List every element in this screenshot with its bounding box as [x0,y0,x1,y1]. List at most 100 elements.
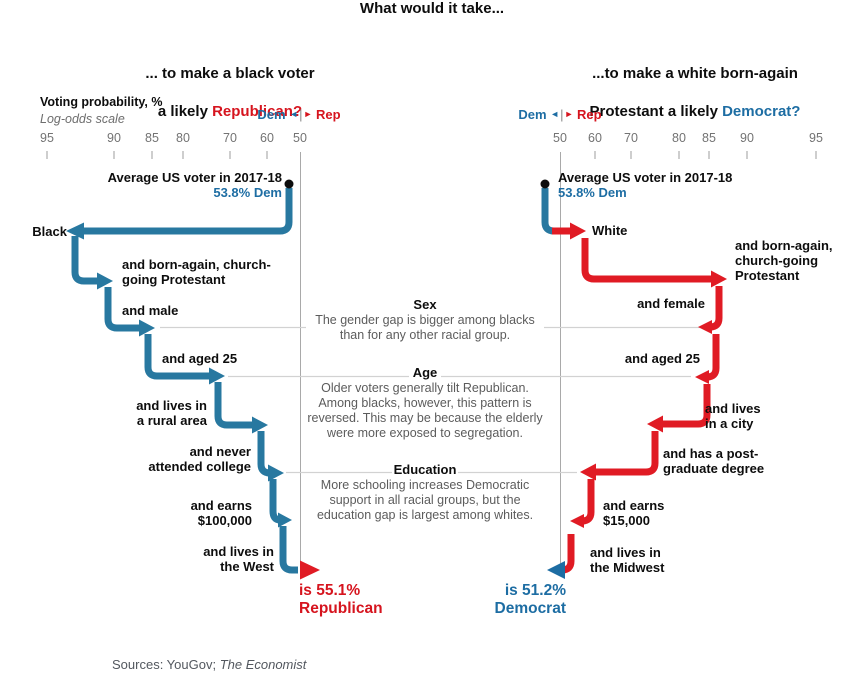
left-result-line2: Republican [299,599,383,617]
legend-rep-label2: Rep [577,107,602,122]
chart-title: What would it take... [359,0,505,17]
annotation-education-heading: Education [393,462,457,477]
arrowhead-left-earns15k [570,514,584,528]
right-step-label-midwest: and lives in the Midwest [590,545,665,575]
rep-triangle-icon2: ► [564,109,574,119]
left-step-male-path [104,287,140,332]
arrowhead-right-earns [278,512,292,528]
right-panel-arrow-path [552,227,723,574]
arrowhead-right-male [139,319,155,337]
left-step-label-male: and male [122,303,179,318]
right-result-label: is 51.2% Democrat [406,582,567,617]
left-start-text: Average US voter in 2017-18 [107,170,282,185]
annotation-age-body: Older voters generally tilt Republican. … [307,381,543,440]
arrowhead-left-black [66,222,84,240]
dem-rep-legend-left: Dem ◄|► Rep [219,107,379,122]
tick-right-90: 90 [740,131,754,145]
arrowhead-right-rural [252,416,268,434]
right-start-blue-segment [541,188,555,235]
right-panel-question: ...to make a white born-again Protestant… [545,45,845,121]
tick-left-80: 80 [176,131,190,145]
sources-line: Sources: YouGov; The Economist [112,657,306,672]
tick-right-85: 85 [702,131,716,145]
right-question-line1: ...to make a white born-again [592,65,798,82]
left-step-label-black: Black [32,224,67,239]
tick-right-80: 80 [672,131,686,145]
arrowhead-left-aged25 [695,370,709,384]
left-step-label-earns: and earns $100,000 [190,498,252,528]
annotation-education: Education More schooling increases Democ… [290,462,560,523]
tick-right-60: 60 [588,131,602,145]
right-panel-arrowheads [570,222,727,528]
dem-rep-legend-right: Dem ◄|► Rep [480,107,640,122]
axis-tick-marks [46,151,817,159]
annotation-education-body: More schooling increases Democratic supp… [316,478,534,522]
sources-prefix: Sources: YouGov; [112,657,220,672]
arrowhead-right-white [570,222,586,240]
legend-dem-label: Dem [257,107,286,122]
annotation-sex: Sex The gender gap is bigger among black… [290,297,560,343]
arrowhead-right-protestant2 [711,270,727,288]
dem-triangle-icon2: ◄ [550,109,560,119]
arrowhead-final-republican [300,560,320,580]
tick-left-70: 70 [223,131,237,145]
legend-divider2: | [560,107,564,122]
arrowhead-right-protestant [97,272,113,290]
right-step-postgrad-path [595,431,659,476]
arrowhead-right-aged25 [209,367,225,385]
right-question-highlight: Democrat? [722,103,801,120]
annotation-sex-body: The gender gap is bigger among blacks th… [315,313,535,342]
tick-right-50: 50 [553,131,567,145]
left-step-label-protestant: and born-again, church- going Protestant [122,257,271,287]
arrowhead-right-college [268,464,284,482]
left-question-line2: a likely [157,103,213,120]
left-step-rural-path [214,382,253,429]
right-step-city-path [662,384,711,428]
left-step-label-aged25: and aged 25 [162,351,238,366]
right-step-label-aged25: and aged 25 [624,351,700,366]
right-step-label-white: White [592,223,628,238]
right-step-label-female: and female [637,296,705,311]
dem-triangle-icon: ◄ [289,109,299,119]
left-step-label-college: and never attended college [148,444,251,474]
arrowhead-final-democrat [547,561,565,579]
left-panel-question: ... to make a black voter a likely Repub… [80,45,380,121]
left-step-west-path [279,526,298,574]
left-step-label-rural: and lives in a rural area [136,398,207,428]
left-step-protestant-path [71,236,98,285]
annotation-connectors [160,326,701,474]
right-start-text: Average US voter in 2017-18 [558,170,733,185]
left-step-label-west: and lives in the West [203,544,274,574]
tick-right-70: 70 [624,131,638,145]
tick-left-90: 90 [107,131,121,145]
annotation-sex-heading: Sex [413,297,437,312]
annotation-age-heading: Age [412,365,438,380]
left-result-line1: is 55.1% [299,582,361,599]
right-step-label-earns15k: and earns $15,000 [603,498,665,528]
left-panel-arrow-path [71,188,298,574]
axis-scale-note: Log-odds scale [40,112,125,126]
tick-left-85: 85 [145,131,159,145]
sources-publication: The Economist [219,657,307,672]
arrowhead-left-city [647,415,663,433]
right-step-label-postgrad: and has a post- graduate degree [663,446,765,476]
left-step-black-path [82,188,293,235]
right-start-label: Average US voter in 2017-18 53.8% Dem [558,170,798,200]
left-start-label: Average US voter in 2017-18 53.8% Dem [82,170,282,200]
left-panel-arrowheads [66,222,292,528]
left-start-dot [284,179,294,189]
axis-title: Voting probability, % [40,95,163,109]
tick-left-60: 60 [260,131,274,145]
left-question-highlight: Republican? [212,103,303,120]
left-question-line1: ... to make a black voter [145,65,315,82]
right-step-label-protestant: and born-again, church-going Protestant [735,238,833,283]
left-step-aged25-path [144,334,210,380]
legend-dem-label2: Dem [518,107,547,122]
arrowhead-left-postgrad [580,463,596,481]
rep-triangle-icon: ► [303,109,313,119]
right-question-line2: Protestant a likely [589,103,723,120]
tick-left-95: 95 [40,131,54,145]
left-start-value: 53.8% Dem [213,184,282,200]
tick-right-95: 95 [809,131,823,145]
